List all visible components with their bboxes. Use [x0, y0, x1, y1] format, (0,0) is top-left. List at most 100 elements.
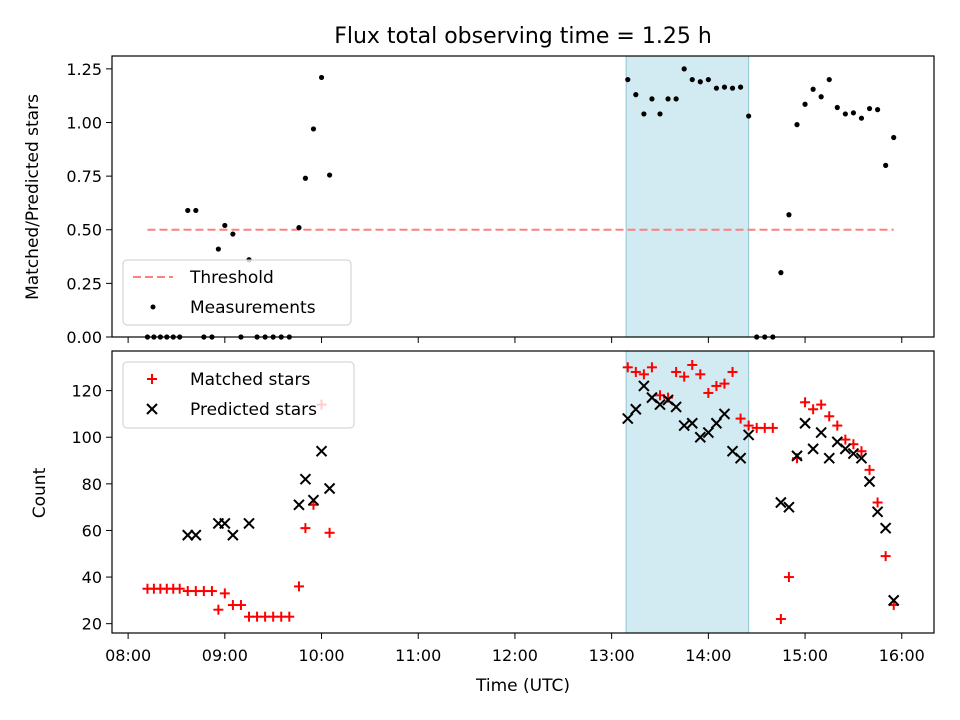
predicted-stars-point	[219, 517, 231, 530]
bottom-y-axis-label: Count	[30, 467, 50, 518]
matched-stars-point	[213, 604, 224, 615]
matched-stars-point	[824, 411, 835, 422]
matched-stars-point	[808, 404, 819, 415]
matched-stars-point	[174, 583, 185, 594]
bottom-y-tick-label: 120	[71, 382, 102, 401]
measurement-point	[681, 66, 687, 72]
matched-stars-point	[735, 413, 746, 424]
legend-measurements-swatch	[150, 304, 156, 310]
measurement-point	[673, 96, 679, 102]
predicted-stars-point	[243, 517, 255, 530]
matched-stars-point	[767, 422, 778, 433]
predicted-stars-point	[638, 380, 650, 392]
x-tick-label: 08:00	[105, 646, 151, 665]
x-tick-label: 10:00	[298, 646, 344, 665]
matched-stars-point	[800, 397, 811, 408]
matched-stars-point	[300, 523, 311, 534]
measurement-point	[802, 101, 808, 107]
predicted-stars-point	[710, 417, 723, 429]
matched-stars-point	[695, 369, 706, 380]
predicted-stars-point	[190, 529, 202, 541]
top-y-tick-label: 0.75	[66, 167, 102, 186]
x-tick-label: 12:00	[492, 646, 538, 665]
measurement-point	[737, 84, 744, 90]
predicted-stars-point	[654, 398, 666, 411]
predicted-stars-point	[734, 452, 747, 464]
matched-stars-point	[840, 434, 851, 445]
predicted-stars-point	[702, 426, 715, 439]
predicted-stars-point	[879, 522, 892, 534]
predicted-stars-point	[622, 412, 634, 425]
predicted-stars-point	[670, 401, 682, 413]
top-y-axis-label: Matched/Predicted stars	[23, 94, 43, 300]
bottom-panel: 20 40 60 80 100 120 08:00 09:00 10:00 11:00 12:00…	[30, 350, 935, 696]
matched-stars-point	[324, 527, 335, 538]
measurement-point	[713, 85, 720, 91]
measurement-point	[230, 231, 236, 237]
predicted-stars-point	[293, 499, 305, 511]
bottom-y-tick-label: 40	[82, 568, 102, 587]
measurement-point	[786, 212, 792, 218]
top-y-tick-label: 0.00	[66, 328, 102, 347]
measurement-point	[810, 86, 816, 92]
measurement-point	[649, 96, 655, 102]
predicted-stars-point	[227, 529, 239, 541]
matched-stars-point	[671, 366, 682, 377]
bottom-y-tick-label: 80	[82, 475, 102, 494]
matched-stars-point	[630, 366, 641, 377]
measurement-point	[633, 92, 639, 98]
chart-title: Flux total observing time = 1.25 h	[334, 24, 712, 49]
measurement-point	[296, 225, 302, 231]
predicted-stars-point	[799, 417, 811, 429]
predicted-stars-point	[807, 443, 819, 455]
legend-measurements-label: Measurements	[190, 298, 316, 318]
top-y-tick-label: 0.25	[66, 274, 102, 293]
bottom-y-tick-label: 100	[71, 428, 102, 447]
predicted-stars-point	[307, 494, 320, 506]
measurement-point	[657, 111, 663, 117]
measurement-point	[818, 94, 824, 100]
legend-predicted-label: Predicted stars	[190, 400, 317, 420]
measurement-point	[826, 76, 832, 83]
x-axis-label: Time (UTC)	[475, 676, 570, 696]
top-panel: 0.00 0.25 0.50 0.75 1.00 1.25 Matched/Predict…	[23, 55, 935, 347]
bottom-legend: Matched stars Predicted stars	[122, 361, 355, 429]
predicted-stars-point	[718, 408, 731, 420]
legend-matched-swatch	[147, 374, 157, 384]
top-y-tick-label: 1.25	[66, 60, 102, 79]
predicted-stars-point	[847, 447, 860, 460]
predicted-stars-point	[791, 450, 803, 462]
measurement-point	[641, 111, 647, 117]
x-tick-label: 09:00	[202, 646, 248, 665]
predicted-stars-point	[694, 431, 707, 443]
matched-stars-point	[711, 380, 722, 391]
matched-stars-point	[638, 369, 649, 380]
predicted-stars-point	[815, 426, 827, 439]
measurement-point	[866, 105, 873, 112]
predicted-stars-point	[315, 445, 328, 457]
top-y-tick-label: 0.50	[66, 221, 102, 240]
matched-stars-point	[856, 446, 867, 457]
measurement-point	[185, 207, 191, 214]
matched-stars-point	[880, 551, 891, 562]
measurement-point	[625, 76, 631, 83]
measurement-point	[689, 76, 695, 83]
predicted-stars-point	[823, 452, 835, 464]
matched-stars-point	[872, 497, 883, 508]
predicted-stars-point	[630, 403, 642, 415]
measurement-point	[326, 172, 333, 178]
x-tick-label: 16:00	[879, 646, 925, 665]
predicted-stars-point	[299, 473, 312, 485]
matched-stars-point	[727, 366, 738, 377]
measurement-point	[858, 115, 865, 121]
matched-stars-point	[743, 420, 754, 431]
matched-stars-point	[816, 399, 827, 410]
measurement-point	[729, 85, 736, 91]
measurement-point	[302, 175, 309, 181]
measurement-point	[318, 74, 325, 81]
top-legend: Threshold Measurements	[122, 259, 352, 326]
highlight-span-top	[626, 56, 749, 337]
predicted-stars-point	[855, 452, 868, 464]
matched-stars-point	[687, 359, 698, 370]
